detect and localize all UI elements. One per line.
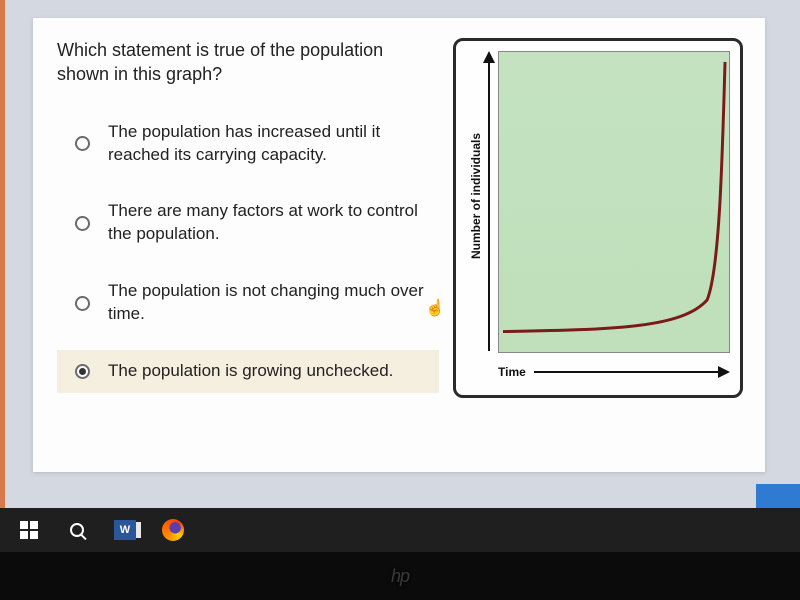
radio-icon bbox=[75, 364, 90, 379]
quiz-card: Which statement is true of the populatio… bbox=[33, 18, 765, 472]
monitor-bezel: hp bbox=[0, 552, 800, 600]
option-label: There are many factors at work to contro… bbox=[108, 200, 439, 246]
desktop-screen: Which statement is true of the populatio… bbox=[0, 0, 800, 508]
firefox-taskbar-button[interactable] bbox=[150, 510, 196, 550]
hp-logo: hp bbox=[391, 566, 409, 587]
growth-curve bbox=[499, 52, 729, 345]
option-label: The population has increased until it re… bbox=[108, 121, 439, 167]
windows-icon bbox=[20, 521, 38, 539]
radio-icon bbox=[75, 136, 90, 151]
option-2[interactable]: The population is not changing much over… bbox=[57, 270, 439, 336]
graph-column: Number of individuals Time bbox=[453, 38, 743, 452]
option-3[interactable]: The population is growing unchecked. bbox=[57, 350, 439, 393]
option-label: The population is not changing much over… bbox=[108, 280, 439, 326]
search-button[interactable] bbox=[54, 510, 100, 550]
word-icon: W bbox=[114, 520, 136, 540]
y-axis-arrow bbox=[488, 61, 490, 351]
search-icon bbox=[70, 523, 84, 537]
question-text: Which statement is true of the populatio… bbox=[57, 38, 439, 87]
curve-path bbox=[503, 62, 725, 332]
taskbar: W bbox=[0, 508, 800, 552]
next-button-partial[interactable] bbox=[756, 484, 800, 508]
plot-area bbox=[498, 51, 730, 353]
population-graph: Number of individuals Time bbox=[453, 38, 743, 398]
radio-icon bbox=[75, 216, 90, 231]
start-button[interactable] bbox=[6, 510, 52, 550]
option-0[interactable]: The population has increased until it re… bbox=[57, 111, 439, 177]
firefox-icon bbox=[162, 519, 184, 541]
option-label: The population is growing unchecked. bbox=[108, 360, 393, 383]
options-list: The population has increased until it re… bbox=[57, 111, 439, 394]
question-column: Which statement is true of the populatio… bbox=[57, 38, 439, 452]
radio-icon bbox=[75, 296, 90, 311]
word-taskbar-button[interactable]: W bbox=[102, 510, 148, 550]
x-axis-arrow bbox=[534, 371, 728, 373]
x-axis-label: Time bbox=[498, 365, 526, 379]
option-1[interactable]: There are many factors at work to contro… bbox=[57, 190, 439, 256]
y-axis-label: Number of individuals bbox=[469, 133, 483, 259]
